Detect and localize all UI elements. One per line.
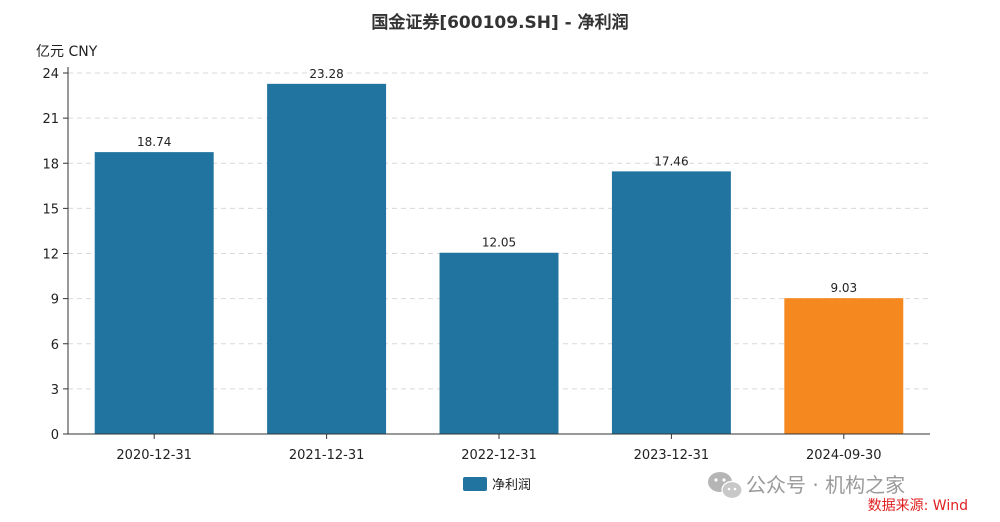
- bar: [439, 252, 559, 434]
- bars: 18.74 23.28 12.05 17.46 9.03: [94, 67, 904, 434]
- data-label: 18.74: [137, 135, 171, 149]
- data-label: 12.05: [482, 236, 516, 250]
- bar: [611, 171, 731, 434]
- x-tick-label: 2021-12-31: [289, 448, 365, 463]
- y-tick-label: 0: [51, 428, 59, 443]
- wechat-icon: [708, 472, 743, 500]
- data-label: 9.03: [830, 281, 857, 295]
- chart-title: 国金证券[600109.SH] - 净利润: [371, 12, 628, 33]
- legend-label: 净利润: [492, 478, 531, 493]
- x-tick-label: 2023-12-31: [634, 448, 710, 463]
- y-tick-label: 9: [51, 293, 59, 308]
- data-label: 17.46: [654, 154, 688, 168]
- x-tick-label: 2022-12-31: [461, 448, 537, 463]
- legend-swatch: [463, 477, 487, 491]
- axes: 0 3 6 9 12 15 18 21 24 2020-12-31 2021-12-31 2022-1…: [42, 67, 930, 463]
- y-tick-label: 15: [42, 202, 59, 217]
- y-axis-unit: 亿元 CNY: [36, 44, 98, 60]
- y-tick-label: 6: [51, 338, 59, 353]
- watermark: 公众号 · 机构之家: [708, 472, 905, 500]
- legend: 净利润: [463, 477, 531, 493]
- x-tick-label: 2020-12-31: [116, 448, 192, 463]
- bar: [784, 298, 904, 434]
- y-tick-label: 3: [51, 383, 59, 398]
- y-tick-label: 24: [42, 67, 59, 82]
- y-tick-label: 12: [42, 248, 59, 263]
- bar: [94, 152, 214, 434]
- source-note: 数据来源: Wind: [868, 498, 968, 514]
- y-tick-label: 21: [42, 112, 59, 127]
- x-tick-label: 2024-09-30: [806, 448, 882, 463]
- data-label: 23.28: [309, 67, 343, 81]
- y-tick-label: 18: [42, 157, 59, 172]
- bar: [267, 83, 387, 434]
- watermark-text: 公众号 · 机构之家: [746, 473, 905, 497]
